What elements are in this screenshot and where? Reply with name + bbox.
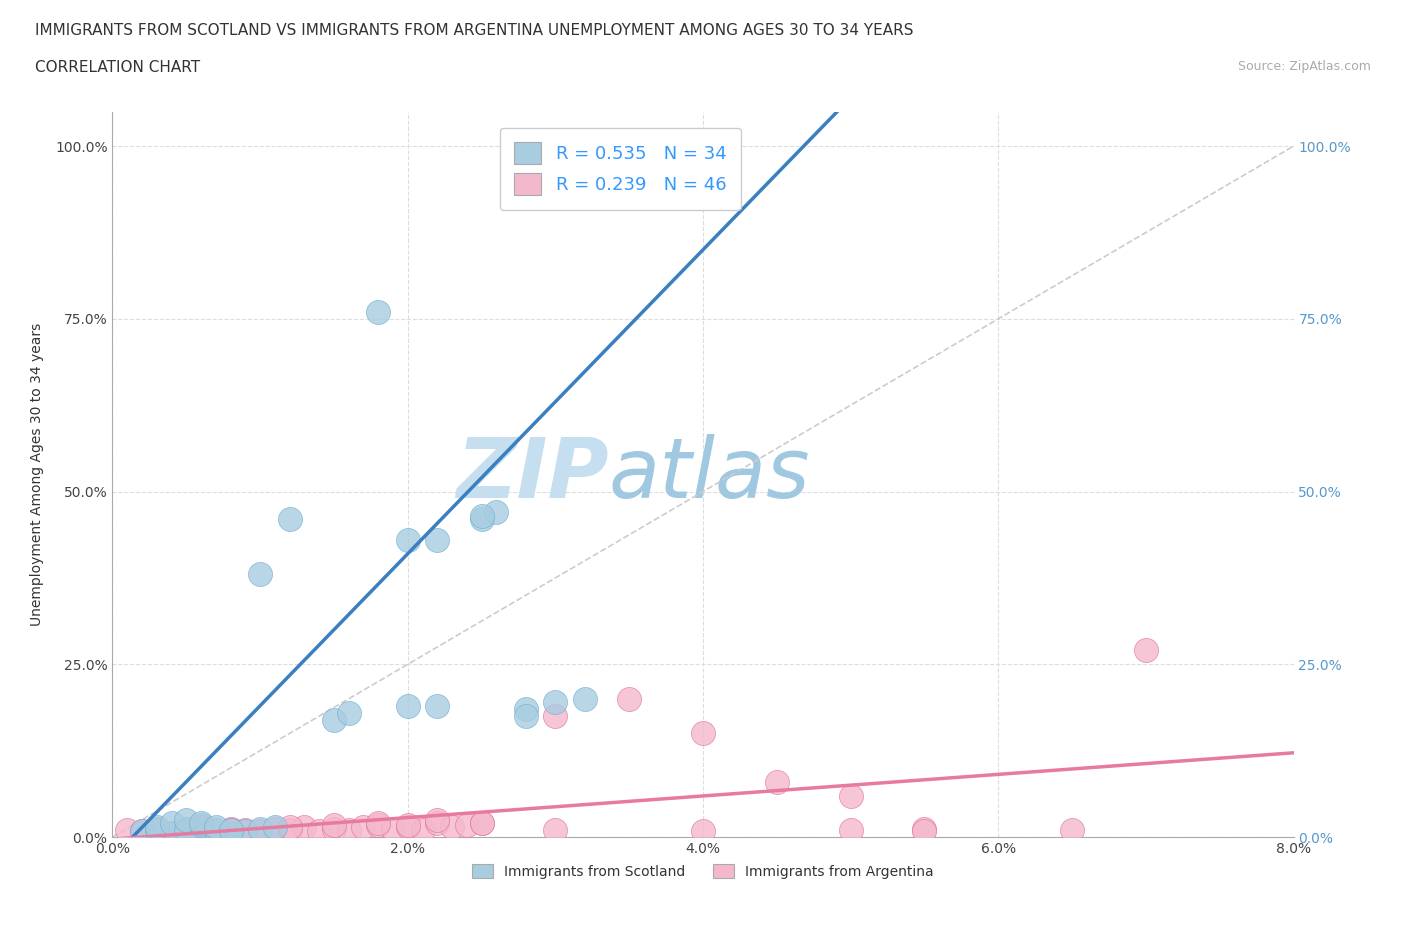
Text: Source: ZipAtlas.com: Source: ZipAtlas.com [1237,60,1371,73]
Point [396,698,419,713]
Point [471,816,494,830]
Point [219,823,242,838]
Text: IMMIGRANTS FROM SCOTLAND VS IMMIGRANTS FROM ARGENTINA UNEMPLOYMENT AMONG AGES 30: IMMIGRANTS FROM SCOTLAND VS IMMIGRANTS F… [35,23,914,38]
Point [914,821,936,836]
Point [396,819,419,834]
Text: ZIP: ZIP [456,433,609,515]
Point [174,821,197,836]
Text: atlas: atlas [609,433,810,515]
Point [205,824,228,839]
Point [1062,823,1084,838]
Point [205,819,228,834]
Point [190,826,212,841]
Point [412,823,434,838]
Point [619,691,641,706]
Point [692,824,714,839]
Point [278,512,301,526]
Point [839,823,862,838]
Point [471,509,494,524]
Point [396,533,419,548]
Point [160,816,183,830]
Point [382,821,405,836]
Point [264,821,287,836]
Point [456,817,478,832]
Point [367,817,389,832]
Point [471,512,494,526]
Point [323,821,346,836]
Point [515,702,537,717]
Point [337,705,360,720]
Point [146,823,169,838]
Point [219,823,242,838]
Point [233,824,256,839]
Point [515,709,537,724]
Point [264,819,287,834]
Point [249,567,271,582]
Point [323,712,346,727]
Point [131,824,153,839]
Point [219,826,242,841]
Point [692,726,714,741]
Point [190,817,212,832]
Point [367,304,389,319]
Point [337,823,360,838]
Legend: Immigrants from Scotland, Immigrants from Argentina: Immigrants from Scotland, Immigrants fro… [467,858,939,884]
Point [249,821,271,836]
Point [308,824,330,839]
Point [426,812,449,827]
Point [249,824,271,839]
Point [471,816,494,830]
Point [190,819,212,834]
Point [1135,643,1157,658]
Point [174,824,197,839]
Point [426,533,449,548]
Y-axis label: Unemployment Among Ages 30 to 34 years: Unemployment Among Ages 30 to 34 years [30,323,44,626]
Point [146,824,169,839]
Point [233,823,256,838]
Point [544,695,567,710]
Text: CORRELATION CHART: CORRELATION CHART [35,60,200,75]
Point [544,709,567,724]
Point [839,788,862,803]
Point [117,823,138,838]
Point [292,819,315,834]
Point [396,817,419,832]
Point [174,823,197,838]
Point [190,816,212,830]
Point [131,824,153,839]
Point [426,698,449,713]
Point [174,812,197,827]
Point [205,823,228,838]
Point [278,823,301,838]
Point [160,826,183,841]
Point [914,824,936,839]
Point [367,816,389,830]
Point [544,823,567,838]
Point [160,826,183,841]
Point [146,819,169,834]
Point [441,819,464,834]
Point [765,775,787,790]
Point [426,816,449,830]
Point [174,821,197,836]
Point [146,821,169,836]
Point [323,817,346,832]
Point [219,821,242,836]
Point [574,691,596,706]
Point [352,819,374,834]
Point [485,505,508,520]
Point [278,819,301,834]
